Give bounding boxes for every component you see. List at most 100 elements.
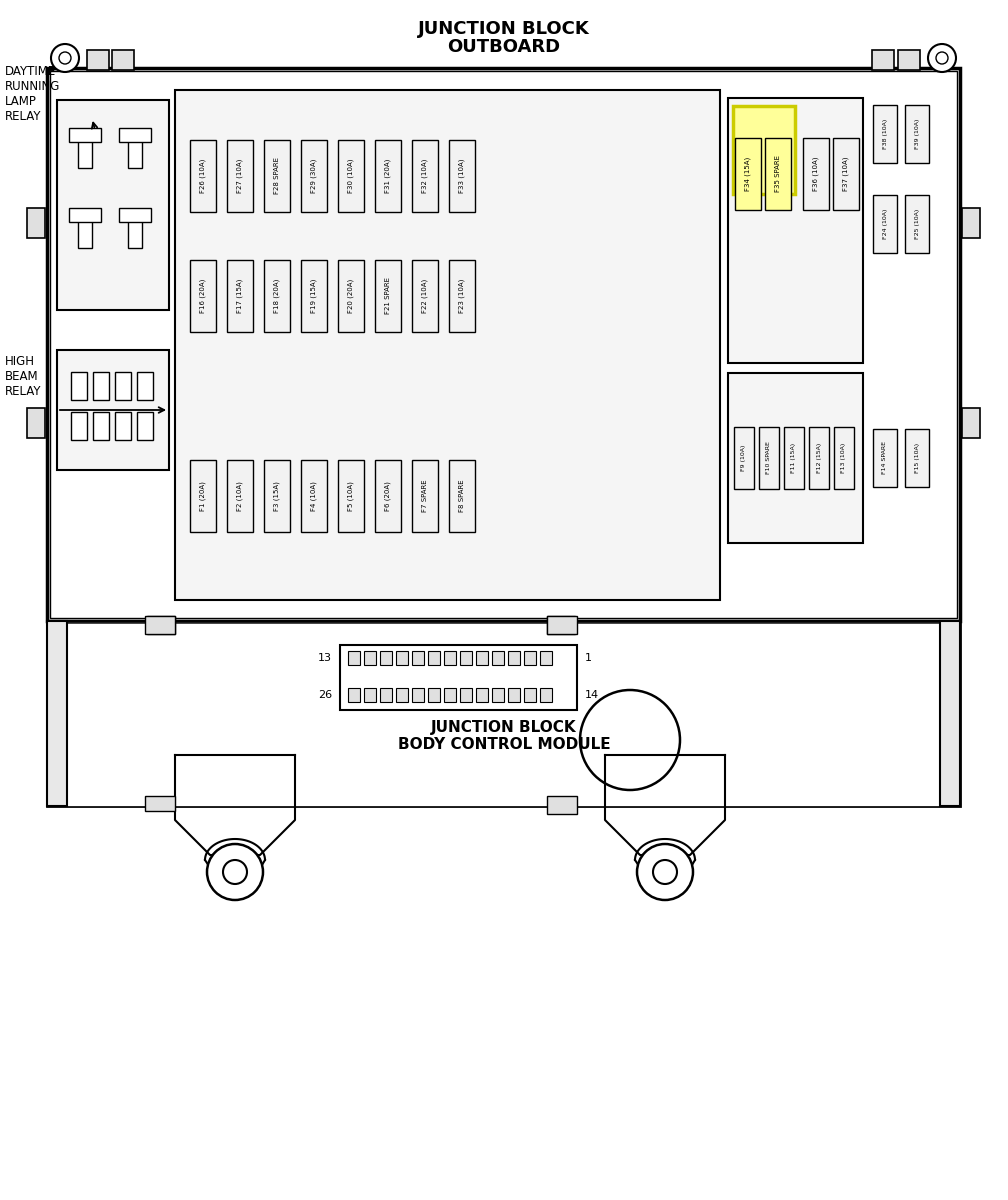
Bar bbox=[93, 372, 109, 400]
Bar bbox=[301, 260, 327, 332]
Text: F19 (15A): F19 (15A) bbox=[310, 278, 318, 313]
Text: F10 SPARE: F10 SPARE bbox=[766, 442, 771, 474]
Text: F1 (20A): F1 (20A) bbox=[200, 481, 207, 511]
Text: F17 (15A): F17 (15A) bbox=[237, 278, 243, 313]
Bar bbox=[728, 373, 863, 542]
Text: F18 (20A): F18 (20A) bbox=[274, 278, 280, 313]
Circle shape bbox=[59, 52, 71, 64]
Bar bbox=[340, 646, 577, 710]
Bar bbox=[492, 650, 504, 665]
Bar bbox=[940, 622, 960, 806]
Text: JUNCTION BLOCK: JUNCTION BLOCK bbox=[418, 20, 590, 38]
Bar bbox=[834, 427, 854, 490]
Bar bbox=[547, 616, 577, 634]
Bar bbox=[396, 650, 408, 665]
Bar bbox=[128, 220, 142, 248]
Circle shape bbox=[936, 52, 948, 64]
Text: F34 (15A): F34 (15A) bbox=[745, 157, 751, 191]
Text: F33 (10A): F33 (10A) bbox=[459, 158, 466, 193]
Bar bbox=[735, 138, 761, 210]
Bar bbox=[449, 140, 475, 212]
Bar bbox=[412, 140, 438, 212]
Text: F4 (10A): F4 (10A) bbox=[310, 481, 318, 511]
Bar bbox=[728, 98, 863, 362]
Bar bbox=[264, 460, 290, 532]
Bar bbox=[69, 208, 101, 222]
Bar bbox=[873, 428, 897, 487]
Bar bbox=[449, 260, 475, 332]
Bar bbox=[476, 650, 488, 665]
Bar bbox=[71, 412, 87, 440]
Bar bbox=[338, 260, 364, 332]
Bar bbox=[348, 650, 360, 665]
Bar bbox=[833, 138, 859, 210]
Bar bbox=[524, 688, 536, 702]
Text: F13 (10A): F13 (10A) bbox=[842, 443, 847, 473]
Bar bbox=[115, 372, 131, 400]
Circle shape bbox=[223, 860, 247, 884]
Text: F20 (20A): F20 (20A) bbox=[348, 278, 354, 313]
Bar bbox=[57, 350, 169, 470]
Text: F8 SPARE: F8 SPARE bbox=[459, 480, 465, 512]
Bar bbox=[47, 622, 960, 806]
Bar bbox=[264, 260, 290, 332]
Bar bbox=[119, 128, 151, 142]
Bar bbox=[145, 616, 175, 634]
Text: 26: 26 bbox=[318, 690, 332, 700]
Bar bbox=[428, 688, 440, 702]
Bar bbox=[449, 460, 475, 532]
Bar bbox=[476, 688, 488, 702]
Bar bbox=[27, 408, 45, 438]
Text: JUNCTION BLOCK
BODY CONTROL MODULE: JUNCTION BLOCK BODY CONTROL MODULE bbox=[398, 720, 610, 752]
Bar bbox=[348, 688, 360, 702]
Text: F31 (20A): F31 (20A) bbox=[385, 158, 391, 193]
Bar bbox=[338, 140, 364, 212]
Text: F6 (20A): F6 (20A) bbox=[385, 481, 391, 511]
Text: OUTBOARD: OUTBOARD bbox=[448, 38, 560, 56]
Text: F26 (10A): F26 (10A) bbox=[200, 158, 207, 193]
Bar bbox=[147, 616, 175, 634]
Bar bbox=[547, 796, 577, 814]
Text: F21 SPARE: F21 SPARE bbox=[385, 277, 391, 314]
Bar bbox=[93, 412, 109, 440]
Bar bbox=[524, 650, 536, 665]
Bar bbox=[175, 90, 720, 600]
Text: F3 (15A): F3 (15A) bbox=[274, 481, 280, 511]
Bar bbox=[47, 622, 67, 806]
Text: F12 (15A): F12 (15A) bbox=[816, 443, 822, 473]
Text: F23 (10A): F23 (10A) bbox=[459, 278, 466, 313]
Text: F22 (10A): F22 (10A) bbox=[421, 278, 428, 313]
Bar bbox=[137, 412, 153, 440]
Bar bbox=[962, 408, 980, 438]
Bar bbox=[112, 50, 134, 70]
Bar bbox=[873, 194, 897, 253]
Bar bbox=[190, 140, 216, 212]
Bar bbox=[873, 104, 897, 163]
Bar bbox=[759, 427, 779, 490]
Text: F32 (10A): F32 (10A) bbox=[421, 158, 428, 193]
Bar bbox=[540, 650, 552, 665]
Text: F27 (10A): F27 (10A) bbox=[237, 158, 243, 193]
Text: HIGH
BEAM
RELAY: HIGH BEAM RELAY bbox=[5, 355, 41, 398]
Bar bbox=[733, 106, 795, 194]
Bar bbox=[47, 68, 960, 622]
Bar bbox=[50, 71, 957, 618]
Bar bbox=[898, 50, 920, 70]
Bar bbox=[115, 412, 131, 440]
Bar bbox=[508, 688, 520, 702]
Circle shape bbox=[928, 44, 956, 72]
Bar bbox=[803, 138, 829, 210]
Bar bbox=[460, 650, 472, 665]
Text: 13: 13 bbox=[318, 653, 332, 662]
Circle shape bbox=[637, 844, 694, 900]
Bar bbox=[412, 460, 438, 532]
Bar bbox=[190, 260, 216, 332]
Text: F7 SPARE: F7 SPARE bbox=[422, 480, 428, 512]
Bar bbox=[375, 140, 401, 212]
Bar bbox=[809, 427, 829, 490]
Text: F39 (10A): F39 (10A) bbox=[914, 119, 919, 149]
Bar bbox=[57, 100, 169, 310]
Bar bbox=[69, 128, 101, 142]
Bar bbox=[784, 427, 804, 490]
Bar bbox=[396, 688, 408, 702]
